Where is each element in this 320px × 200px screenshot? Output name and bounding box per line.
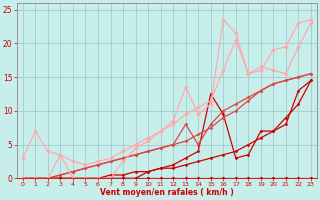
- X-axis label: Vent moyen/en rafales ( km/h ): Vent moyen/en rafales ( km/h ): [100, 188, 234, 197]
